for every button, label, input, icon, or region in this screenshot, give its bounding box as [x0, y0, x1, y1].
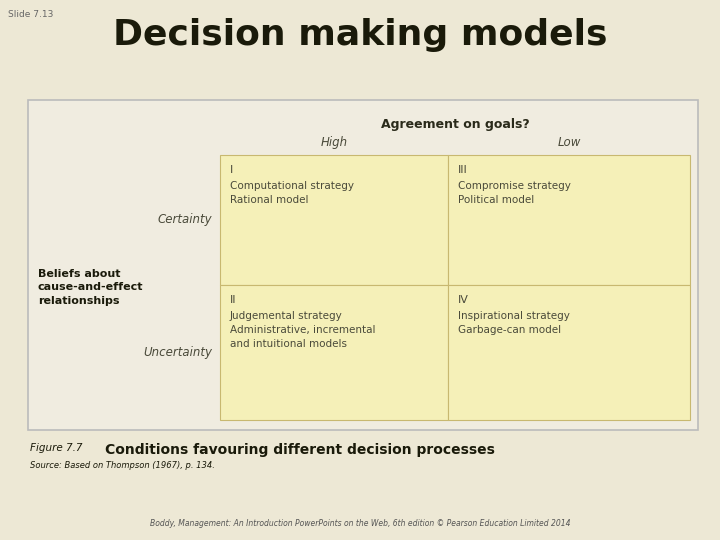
Text: IV: IV — [458, 295, 469, 305]
Bar — [28, 100, 698, 430]
Text: Decision making models: Decision making models — [113, 18, 607, 52]
Bar — [448, 285, 690, 420]
Text: Beliefs about
cause-and-effect
relationships: Beliefs about cause-and-effect relations… — [38, 269, 143, 306]
Text: and intuitional models: and intuitional models — [230, 339, 347, 349]
Text: Compromise strategy: Compromise strategy — [458, 181, 571, 191]
Text: Source: Based on Thompson (1967), p. 134.: Source: Based on Thompson (1967), p. 134… — [30, 461, 215, 470]
Bar — [220, 155, 448, 285]
Text: Figure 7.7: Figure 7.7 — [30, 443, 83, 453]
Text: Boddy, Management: An Introduction PowerPoints on the Web, 6th edition © Pearson: Boddy, Management: An Introduction Power… — [150, 519, 570, 528]
Text: High: High — [320, 136, 348, 149]
Text: I: I — [230, 165, 233, 175]
Text: Inspirational strategy: Inspirational strategy — [458, 311, 570, 321]
Text: Garbage-can model: Garbage-can model — [458, 325, 561, 335]
Text: Judgemental strategy: Judgemental strategy — [230, 311, 343, 321]
Text: Low: Low — [557, 136, 581, 149]
Bar — [220, 285, 448, 420]
Text: Slide 7.13: Slide 7.13 — [8, 10, 53, 19]
Text: Conditions favouring different decision processes: Conditions favouring different decision … — [105, 443, 495, 457]
Text: III: III — [458, 165, 468, 175]
Text: Uncertainty: Uncertainty — [143, 346, 212, 359]
Text: Computational strategy: Computational strategy — [230, 181, 354, 191]
Text: Agreement on goals?: Agreement on goals? — [381, 118, 529, 131]
Bar — [448, 155, 690, 285]
Text: Administrative, incremental: Administrative, incremental — [230, 325, 376, 335]
Text: II: II — [230, 295, 236, 305]
Text: Certainty: Certainty — [158, 213, 212, 226]
Text: Political model: Political model — [458, 195, 534, 205]
Text: Rational model: Rational model — [230, 195, 308, 205]
